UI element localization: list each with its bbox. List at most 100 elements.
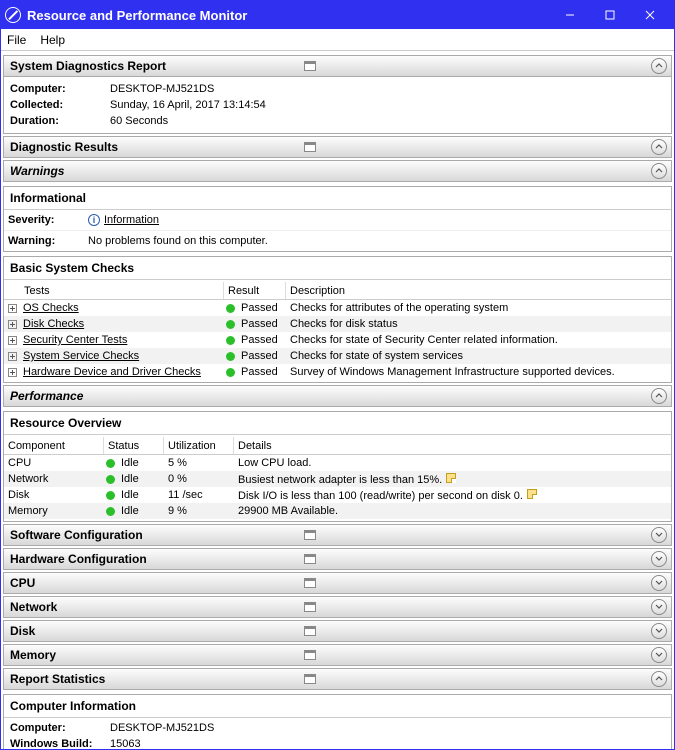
test-name[interactable]: Hardware Device and Driver Checks (23, 366, 201, 378)
informational-title: Informational (4, 187, 671, 210)
status-dot-icon (106, 459, 115, 468)
col-utilization: Utilization (164, 437, 234, 454)
computer-information-panel: Computer Information Computer:DESKTOP-MJ… (3, 694, 672, 749)
component-value: CPU (4, 457, 104, 469)
section-title: System Diagnostics Report (10, 59, 166, 73)
section-performance[interactable]: Performance (3, 385, 672, 407)
resource-overview-title: Resource Overview (4, 412, 671, 435)
collapse-icon[interactable] (651, 58, 667, 74)
info-value: DESKTOP-MJ521DS (110, 720, 214, 736)
window-controls (550, 1, 670, 29)
expand-icon[interactable] (651, 551, 667, 567)
report-scroll-area[interactable]: System Diagnostics Report Computer:DESKT… (1, 51, 674, 749)
basic-checks-header: Tests Result Description (4, 282, 671, 300)
status-value: Idle (121, 489, 139, 501)
test-name[interactable]: Security Center Tests (23, 334, 127, 346)
table-row: Security Center TestsPassedChecks for st… (4, 332, 671, 348)
collected-label: Collected: (10, 97, 110, 113)
collected-value: Sunday, 16 April, 2017 13:14:54 (110, 97, 266, 113)
description-value: Checks for disk status (286, 318, 671, 330)
info-label: Computer: (10, 720, 110, 736)
col-description: Description (286, 282, 671, 299)
details-value: Low CPU load. (234, 457, 671, 469)
collapse-icon[interactable] (651, 388, 667, 404)
expand-icon[interactable] (651, 575, 667, 591)
maximize-button[interactable] (590, 1, 630, 29)
status-value: Idle (121, 473, 139, 485)
utilization-value: 5 % (164, 457, 234, 469)
description-value: Survey of Windows Management Infrastruct… (286, 366, 671, 378)
report-icon (304, 602, 316, 612)
section-report-statistics[interactable]: Report Statistics (3, 668, 672, 690)
collapse-icon[interactable] (651, 163, 667, 179)
close-button[interactable] (630, 1, 670, 29)
menu-file[interactable]: File (7, 33, 26, 47)
section-hardware-configuration[interactable]: Hardware Configuration (3, 548, 672, 570)
section-title: Software Configuration (10, 528, 143, 542)
description-value: Checks for attributes of the operating s… (286, 302, 671, 314)
col-result: Result (224, 282, 286, 299)
section-system-diagnostics[interactable]: System Diagnostics Report (3, 55, 672, 77)
expand-icon[interactable] (8, 336, 17, 345)
expand-icon[interactable] (8, 352, 17, 361)
computer-information-title: Computer Information (4, 695, 671, 718)
section-title: Report Statistics (10, 672, 105, 686)
status-dot-icon (106, 475, 115, 484)
section-title: Diagnostic Results (10, 140, 118, 154)
col-component: Component (4, 437, 104, 454)
expand-icon[interactable] (8, 320, 17, 329)
col-details: Details (234, 437, 671, 454)
status-dot-icon (226, 368, 235, 377)
test-name[interactable]: OS Checks (23, 302, 79, 314)
severity-label: Severity: (8, 210, 88, 230)
section-network[interactable]: Network (3, 596, 672, 618)
status-dot-icon (226, 304, 235, 313)
description-value: Checks for state of system services (286, 350, 671, 362)
expand-icon[interactable] (651, 623, 667, 639)
report-icon (304, 61, 316, 71)
section-cpu[interactable]: CPU (3, 572, 672, 594)
section-title: Hardware Configuration (10, 552, 147, 566)
result-value: Passed (241, 350, 278, 362)
result-value: Passed (241, 366, 278, 378)
section-memory[interactable]: Memory (3, 644, 672, 666)
section-title: Warnings (10, 164, 64, 178)
section-diagnostic-results[interactable]: Diagnostic Results (3, 136, 672, 158)
expand-icon[interactable] (8, 304, 17, 313)
basic-checks-title: Basic System Checks (4, 257, 671, 280)
col-status: Status (104, 437, 164, 454)
expand-icon[interactable] (651, 647, 667, 663)
status-dot-icon (106, 507, 115, 516)
table-row: NetworkIdle0 %Busiest network adapter is… (4, 471, 671, 487)
menu-help[interactable]: Help (40, 33, 65, 47)
computer-label: Computer: (10, 81, 110, 97)
section-warnings[interactable]: Warnings (3, 160, 672, 182)
table-row: OS ChecksPassedChecks for attributes of … (4, 300, 671, 316)
resource-overview-panel: Resource Overview Component Status Utili… (3, 411, 672, 522)
result-value: Passed (241, 318, 278, 330)
info-row: Windows Build:15063 (4, 736, 671, 749)
window-titlebar: Resource and Performance Monitor (1, 1, 674, 29)
report-icon (304, 530, 316, 540)
section-software-configuration[interactable]: Software Configuration (3, 524, 672, 546)
section-title: Memory (10, 648, 56, 662)
basic-system-checks-panel: Basic System Checks Tests Result Descrip… (3, 256, 672, 383)
expand-icon[interactable] (651, 527, 667, 543)
window-title: Resource and Performance Monitor (27, 8, 550, 23)
minimize-button[interactable] (550, 1, 590, 29)
table-row: CPUIdle5 %Low CPU load. (4, 455, 671, 471)
test-name[interactable]: Disk Checks (23, 318, 84, 330)
collapse-icon[interactable] (651, 139, 667, 155)
section-disk[interactable]: Disk (3, 620, 672, 642)
info-label: Windows Build: (10, 736, 110, 749)
resource-overview-header: Component Status Utilization Details (4, 437, 671, 455)
collapse-icon[interactable] (651, 671, 667, 687)
info-row: Computer:DESKTOP-MJ521DS (4, 720, 671, 736)
report-icon (304, 626, 316, 636)
test-name[interactable]: System Service Checks (23, 350, 139, 362)
expand-icon[interactable] (8, 368, 17, 377)
expand-icon[interactable] (651, 599, 667, 615)
details-value: Disk I/O is less than 100 (read/write) p… (234, 489, 671, 502)
table-row: System Service Checks Passed Checks for st… (4, 348, 671, 364)
component-value: Network (4, 473, 104, 485)
